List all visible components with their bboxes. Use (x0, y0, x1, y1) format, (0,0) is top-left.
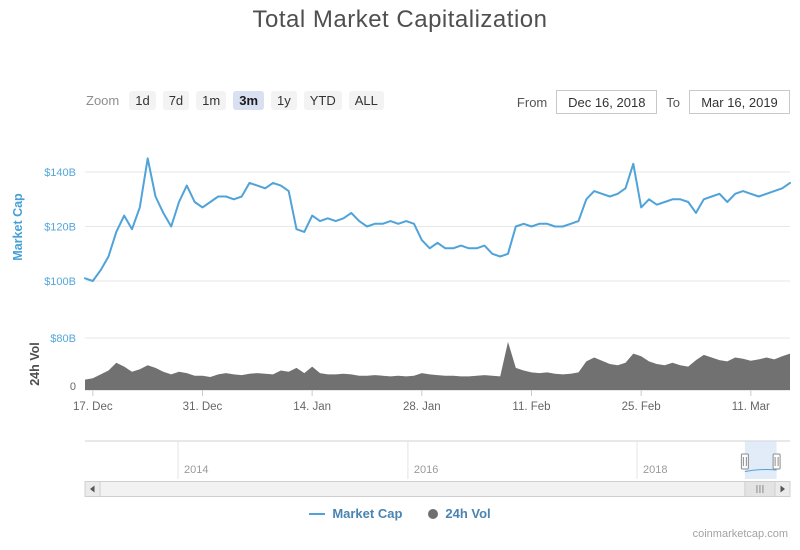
legend: Market Cap 24h Vol (0, 506, 800, 521)
watermark: coinmarketcap.com (692, 528, 788, 540)
zoom-button-7d[interactable]: 7d (162, 91, 190, 110)
y-axis-label: $80B (50, 333, 76, 345)
from-date-input[interactable] (556, 90, 658, 114)
zoom-button-group: Zoom 1d 7d 1m 3m 1y YTD ALL (86, 91, 384, 110)
x-axis-label: 11. Feb (512, 401, 550, 413)
from-label: From (516, 94, 548, 110)
zoom-button-ytd[interactable]: YTD (303, 91, 342, 110)
scrollbar-track[interactable] (84, 481, 791, 497)
x-axis-label: 17. Dec (73, 401, 113, 413)
legend-label-market-cap: Market Cap (332, 506, 403, 521)
navigator-selection[interactable] (744, 441, 777, 479)
to-date-input[interactable] (689, 90, 790, 114)
x-axis-label: 14. Jan (293, 401, 331, 413)
left-arrow-icon (90, 485, 95, 493)
zoom-label: Zoom (86, 93, 120, 108)
right-arrow-icon (780, 485, 785, 493)
x-axis-label: 11. Mar (732, 401, 770, 413)
navigator-year-label: 2016 (414, 464, 438, 476)
navigator-year-label: 2014 (184, 464, 208, 476)
x-axis-label: 31. Dec (183, 401, 223, 413)
zoom-button-all[interactable]: ALL (348, 91, 384, 110)
navigator-handle-right[interactable] (772, 453, 781, 470)
y-axis-label: 0 (70, 381, 76, 393)
y-axis-label: $120B (44, 222, 76, 234)
line-marker-icon (309, 512, 326, 515)
legend-item-market-cap[interactable]: Market Cap (309, 506, 402, 521)
to-label: To (666, 94, 680, 110)
y-axis-label: $140B (44, 167, 76, 179)
zoom-button-3m[interactable]: 3m (233, 91, 265, 110)
navigator-year-label: 2018 (643, 464, 667, 476)
y-axis-title-market-cap: Market Cap (11, 193, 25, 261)
x-axis-label: 28. Jan (403, 401, 441, 413)
zoom-button-1d[interactable]: 1d (129, 91, 156, 110)
circle-marker-icon (428, 508, 439, 519)
date-range-group: From To (517, 90, 790, 114)
y-axis-label: $100B (44, 276, 76, 288)
market-cap-line-series[interactable] (84, 157, 791, 282)
navigator-mini-line (744, 469, 777, 472)
legend-item-24h-vol[interactable]: 24h Vol (428, 506, 491, 521)
x-axis-label: 25. Feb (622, 401, 661, 413)
zoom-button-1y[interactable]: 1y (271, 91, 297, 110)
legend-label-24h-vol: 24h Vol (445, 506, 491, 521)
y-axis-title-24h-vol: 24h Vol (28, 342, 42, 386)
volume-area-series[interactable] (85, 341, 790, 390)
navigator-handle-left[interactable] (740, 453, 749, 470)
zoom-button-1m[interactable]: 1m (196, 91, 227, 110)
page-title: Total Market Capitalization (252, 6, 548, 33)
